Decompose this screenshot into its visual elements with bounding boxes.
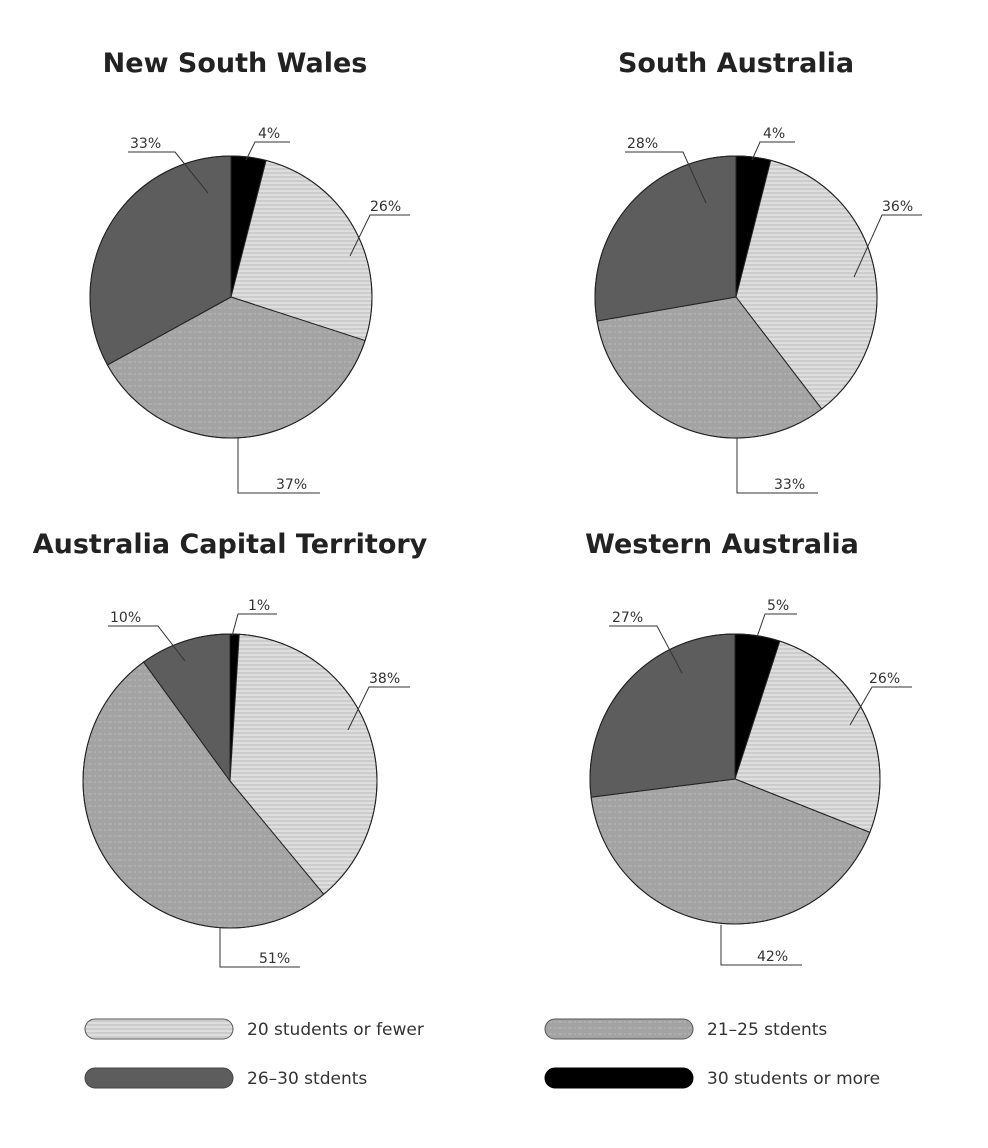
legend-label: 30 students or more [707, 1069, 880, 1089]
chart-title: Western Australia [585, 529, 859, 560]
slice-label: 26% [869, 671, 900, 687]
slice-label: 33% [130, 136, 161, 152]
pie-chart-south-australia: South Australia 28% 4% 36% 33% [594, 48, 922, 494]
leader-line [128, 151, 209, 194]
slice-label: 36% [882, 199, 913, 215]
slice-label: 27% [612, 610, 643, 626]
slice-label: 33% [774, 477, 805, 493]
leader-line [756, 613, 797, 638]
legend-item-26-30: 26–30 stdents [84, 1067, 367, 1089]
leader-line [720, 925, 802, 966]
leader-line [245, 141, 290, 161]
slice-label: 10% [110, 610, 141, 626]
slice-26-30 [594, 155, 737, 322]
leader-line [219, 927, 300, 968]
leader-line [609, 625, 683, 674]
pie-slices [89, 155, 373, 439]
legend-item-30-or-more: 30 students or more [544, 1067, 880, 1089]
chart-title: New South Wales [103, 48, 368, 79]
legend-swatch [84, 1067, 234, 1089]
slice-label: 1% [248, 598, 270, 614]
slice-label: 4% [258, 126, 280, 142]
pie-slices [82, 633, 378, 929]
pie-outline [594, 155, 878, 439]
pie-chart-western-australia: Western Australia 27% 5% 26% 42% [585, 529, 912, 966]
pie-chart-new-south-wales: New South Wales 33% 4% 26% 37% [89, 48, 410, 494]
legend-swatch [544, 1018, 694, 1040]
pie-outline [589, 633, 881, 925]
legend-item-21-25: 21–25 stdents [544, 1018, 827, 1040]
chart-title: Australia Capital Territory [33, 529, 428, 560]
slice-26-30 [589, 633, 736, 798]
slice-label: 51% [259, 951, 290, 967]
legend-label: 20 students or fewer [247, 1020, 424, 1040]
slice-label: 42% [757, 949, 788, 965]
pie-slices [594, 155, 878, 439]
slice-label: 5% [767, 598, 789, 614]
legend-label: 26–30 stdents [247, 1069, 367, 1089]
leader-line [237, 438, 320, 494]
leader-line [849, 686, 912, 726]
leader-line [108, 625, 186, 662]
slice-label: 38% [369, 671, 400, 687]
leader-line [349, 214, 410, 257]
legend: 20 students or fewer 21–25 stdents 26–30… [84, 1018, 880, 1089]
leader-line [751, 141, 795, 161]
legend-item-20-or-fewer: 20 students or fewer [84, 1018, 424, 1040]
pie-slices [589, 633, 881, 925]
slice-label: 4% [763, 126, 785, 142]
legend-label: 21–25 stdents [707, 1020, 827, 1040]
leader-line [736, 438, 818, 494]
leader-line [625, 151, 707, 204]
leader-line [853, 214, 922, 278]
legend-swatch [544, 1067, 694, 1089]
pie-chart-australia-capital-territory: Australia Capital Territory 10% 1% 38% 5… [33, 529, 428, 968]
leader-line [347, 686, 410, 731]
leader-line [231, 613, 277, 637]
chart-title: South Australia [618, 48, 854, 79]
slice-label: 26% [370, 199, 401, 215]
slice-label: 37% [276, 477, 307, 493]
pie-outline [82, 633, 378, 929]
pie-outline [89, 155, 373, 439]
legend-swatch [84, 1018, 234, 1040]
slice-label: 28% [627, 136, 658, 152]
